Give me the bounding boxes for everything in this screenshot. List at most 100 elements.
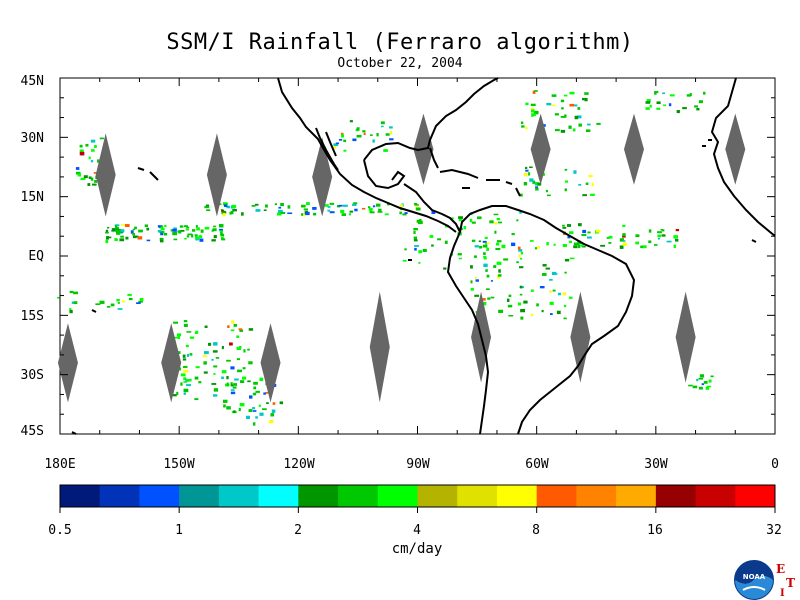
rain-speck bbox=[402, 259, 407, 262]
rain-speck bbox=[622, 242, 627, 246]
rain-speck bbox=[349, 210, 354, 213]
rain-speck bbox=[698, 386, 703, 390]
rain-speck bbox=[233, 410, 236, 413]
rain-speck bbox=[546, 102, 552, 106]
rain-speck bbox=[563, 304, 567, 308]
rain-speck bbox=[99, 137, 104, 140]
rain-speck bbox=[414, 247, 417, 251]
rain-speck bbox=[271, 409, 276, 413]
rain-speck bbox=[75, 171, 81, 175]
rain-speck bbox=[213, 388, 219, 392]
rain-speck bbox=[132, 233, 135, 236]
rain-speck bbox=[584, 97, 588, 102]
rain-speck bbox=[91, 149, 95, 152]
rain-speck bbox=[195, 330, 199, 334]
rain-speck bbox=[312, 212, 317, 216]
rain-speck bbox=[221, 345, 224, 350]
rain-speck bbox=[340, 209, 345, 214]
rain-speck bbox=[577, 244, 581, 249]
rain-speck bbox=[194, 234, 198, 237]
rain-speck bbox=[493, 213, 499, 216]
rain-speck bbox=[496, 240, 502, 243]
rain-speck bbox=[172, 394, 177, 397]
rain-speck bbox=[233, 324, 238, 327]
rain-speck bbox=[252, 422, 256, 426]
rain-speck bbox=[413, 202, 418, 205]
rain-speck bbox=[97, 159, 100, 163]
rain-speck bbox=[199, 235, 203, 239]
rain-speck bbox=[668, 103, 672, 107]
rain-speck bbox=[164, 224, 167, 228]
rain-speck bbox=[479, 245, 483, 249]
rain-speck bbox=[114, 238, 118, 241]
rain-speck bbox=[221, 209, 224, 212]
rain-speck bbox=[110, 303, 115, 307]
rain-speck bbox=[105, 239, 109, 244]
rain-speck bbox=[183, 381, 188, 383]
rain-speck bbox=[675, 228, 680, 232]
lon-label-4: 60W bbox=[525, 457, 549, 472]
rain-speck bbox=[219, 229, 223, 233]
rain-speck bbox=[338, 204, 343, 207]
rain-speck bbox=[511, 233, 515, 236]
rain-speck bbox=[202, 355, 208, 358]
rain-speck bbox=[546, 242, 549, 246]
rain-speck bbox=[490, 280, 494, 282]
rain-speck bbox=[538, 182, 542, 186]
rain-speck bbox=[115, 229, 119, 232]
rain-speck bbox=[220, 236, 224, 240]
rain-speck bbox=[485, 242, 488, 245]
rain-speck bbox=[249, 395, 253, 399]
data-gap-5 bbox=[623, 113, 644, 185]
rain-speck bbox=[79, 151, 85, 156]
rain-speck bbox=[230, 329, 235, 332]
rain-speck bbox=[157, 225, 162, 228]
rain-speck bbox=[183, 388, 189, 393]
rain-speck bbox=[270, 413, 275, 417]
rain-speck bbox=[519, 211, 522, 214]
rain-speck bbox=[414, 204, 419, 206]
rain-speck bbox=[230, 382, 233, 386]
rain-speck bbox=[204, 226, 210, 230]
rain-speck bbox=[569, 231, 574, 235]
rain-speck bbox=[661, 229, 665, 232]
rain-speck bbox=[213, 372, 216, 375]
rain-speck bbox=[554, 129, 560, 132]
rain-speck bbox=[226, 406, 231, 410]
rain-speck bbox=[329, 202, 335, 205]
rain-speck bbox=[247, 348, 250, 351]
rain-speck bbox=[95, 303, 101, 306]
rain-speck bbox=[253, 386, 257, 390]
rain-speck bbox=[362, 207, 366, 210]
colorbar-tick-3: 4 bbox=[413, 523, 421, 538]
rain-speck bbox=[107, 236, 112, 239]
rain-speck bbox=[238, 407, 241, 412]
rain-speck bbox=[581, 245, 586, 248]
rain-speck bbox=[242, 376, 247, 380]
rain-speck bbox=[237, 369, 242, 373]
rain-speck bbox=[495, 242, 500, 246]
rain-speck bbox=[226, 376, 229, 380]
rain-speck bbox=[501, 244, 506, 249]
rain-speck bbox=[327, 206, 331, 208]
rain-speck bbox=[585, 182, 589, 185]
rain-speck bbox=[191, 234, 194, 238]
colorbar-tick-5: 16 bbox=[647, 523, 663, 538]
data-gap-2 bbox=[312, 137, 333, 217]
lat-label-2: 15N bbox=[20, 190, 44, 205]
rain-speck bbox=[648, 229, 652, 233]
coast-baja bbox=[315, 127, 339, 171]
coast-atlantic-islands bbox=[702, 139, 757, 243]
rain-speck bbox=[640, 245, 644, 249]
rain-speck bbox=[595, 229, 601, 233]
rain-speck bbox=[574, 115, 579, 120]
rain-speck bbox=[463, 225, 466, 230]
rain-speck bbox=[212, 228, 217, 232]
rain-speck bbox=[470, 287, 474, 291]
lat-label-0: 45N bbox=[20, 74, 44, 89]
coast-africa-west bbox=[710, 77, 776, 237]
rain-speck bbox=[223, 202, 229, 205]
rain-speck bbox=[196, 227, 200, 231]
rain-speck bbox=[236, 358, 241, 361]
rain-speck bbox=[247, 380, 251, 383]
